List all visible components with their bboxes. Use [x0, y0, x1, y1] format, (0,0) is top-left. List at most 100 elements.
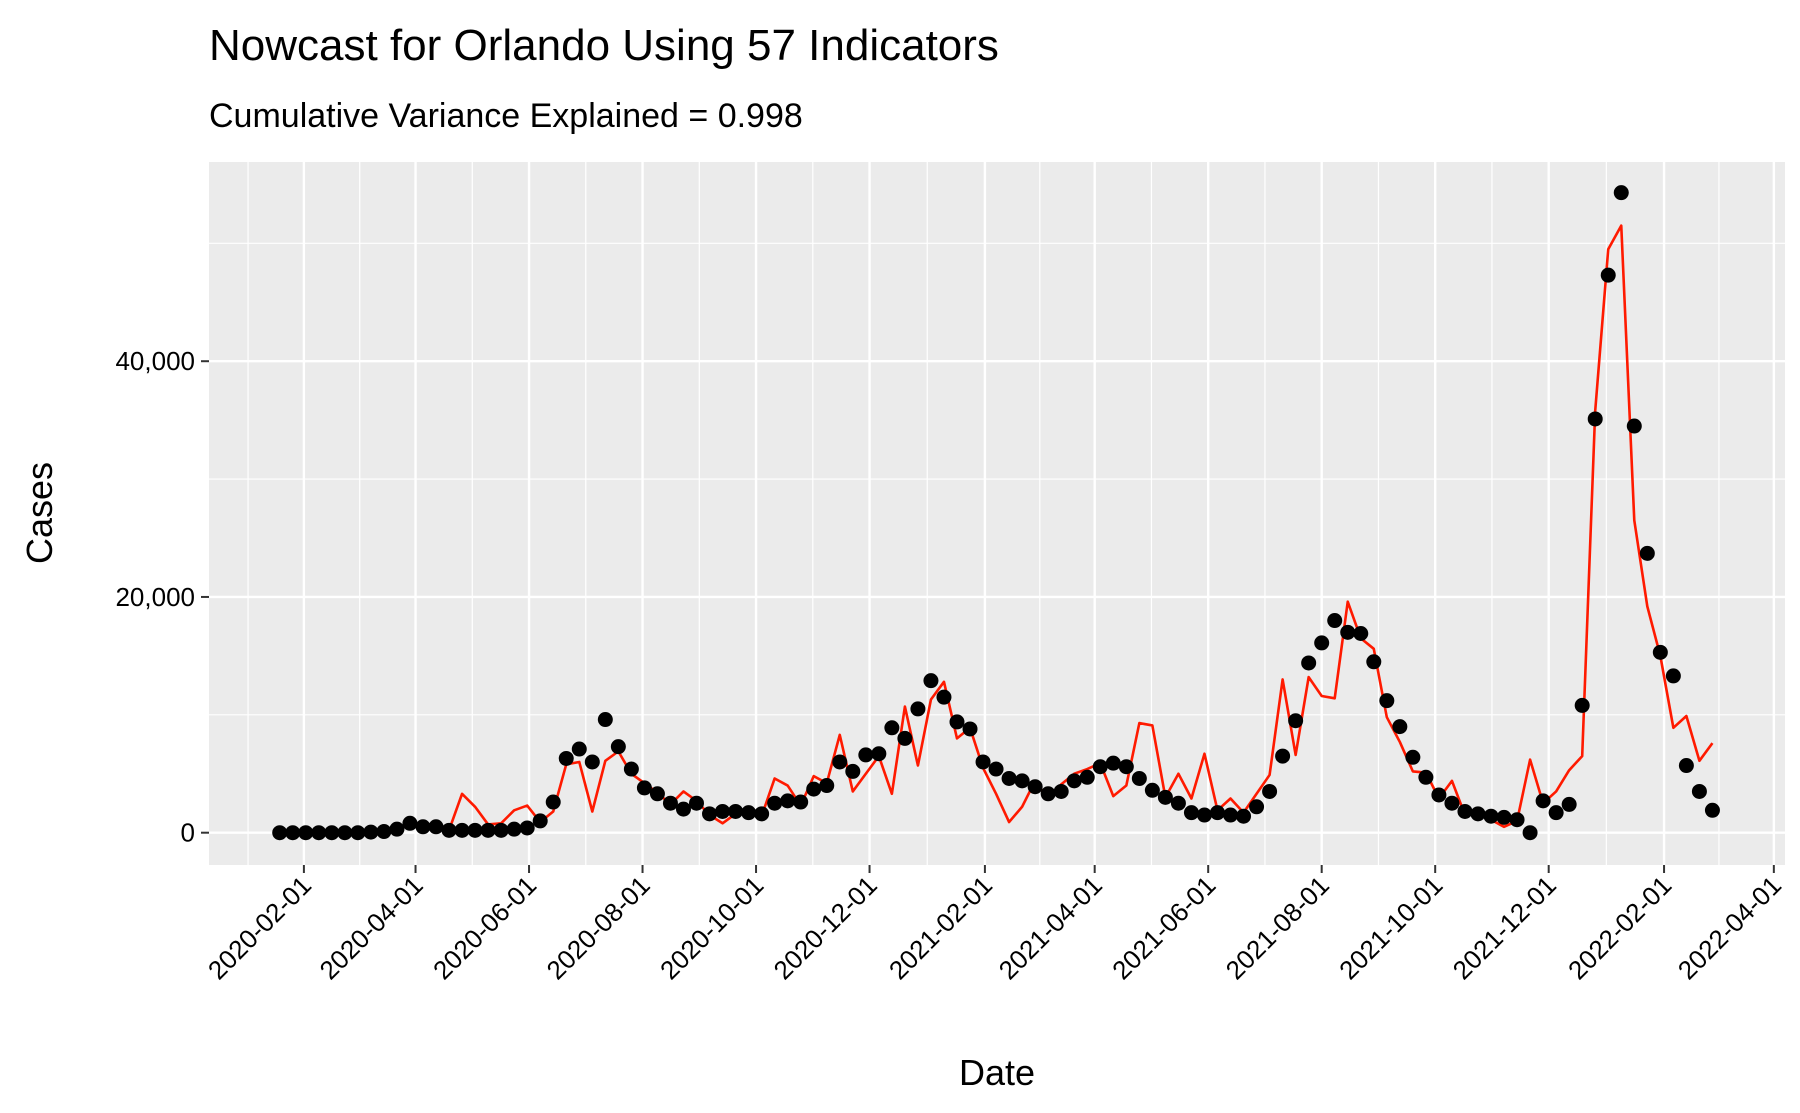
data-point: [1652, 644, 1668, 660]
data-point: [871, 746, 887, 762]
data-point: [1704, 802, 1720, 818]
data-point: [1587, 411, 1603, 427]
data-point: [1353, 625, 1369, 641]
y-axis-label: Cases: [19, 462, 60, 564]
data-point: [1236, 808, 1252, 824]
data-point: [571, 741, 587, 757]
data-point: [1053, 783, 1069, 799]
data-point: [428, 819, 444, 835]
data-point: [298, 825, 314, 841]
data-point: [1183, 805, 1199, 821]
data-point: [584, 754, 600, 770]
data-point: [636, 780, 652, 796]
data-point: [610, 739, 626, 755]
data-point: [988, 761, 1004, 777]
data-point: [558, 750, 574, 766]
data-point: [884, 720, 900, 736]
data-point: [1379, 693, 1395, 709]
data-point: [532, 813, 548, 829]
data-point: [337, 825, 353, 841]
chart-title: Nowcast for Orlando Using 57 Indicators: [209, 21, 999, 70]
plot-panel: [209, 162, 1785, 865]
data-point: [1209, 805, 1225, 821]
data-point: [897, 730, 913, 746]
data-point: [623, 761, 639, 777]
data-point: [324, 825, 340, 841]
y-tick-label: 0: [181, 818, 195, 848]
data-point: [1613, 185, 1629, 201]
data-point: [858, 747, 874, 763]
data-point: [715, 803, 731, 819]
data-point: [1301, 655, 1317, 671]
x-axis-label: Date: [959, 1052, 1035, 1093]
data-point: [1079, 769, 1095, 785]
data-point: [1288, 713, 1304, 729]
data-point: [1678, 758, 1694, 774]
data-point: [493, 822, 509, 838]
data-point: [1561, 796, 1577, 812]
data-point: [1548, 805, 1564, 821]
data-point: [728, 803, 744, 819]
data-point: [910, 701, 926, 717]
y-tick-label: 40,000: [115, 346, 195, 376]
data-point: [285, 825, 301, 841]
data-point: [1665, 668, 1681, 684]
data-point: [767, 795, 783, 811]
data-point: [1522, 825, 1538, 841]
chart-subtitle: Cumulative Variance Explained = 0.998: [209, 97, 803, 135]
data-point: [1418, 769, 1434, 785]
data-point: [363, 824, 379, 840]
data-point: [1340, 624, 1356, 640]
data-point: [1027, 779, 1043, 795]
data-point: [597, 712, 613, 728]
data-point: [467, 822, 483, 838]
data-point: [272, 825, 288, 841]
data-point: [845, 763, 861, 779]
data-point: [415, 819, 431, 835]
data-point: [506, 821, 522, 837]
data-point: [389, 821, 405, 837]
data-point: [1223, 807, 1239, 823]
data-point: [1405, 749, 1421, 765]
data-point: [545, 794, 561, 810]
data-point: [1170, 795, 1186, 811]
data-point: [1275, 748, 1291, 764]
data-point: [975, 754, 991, 770]
data-point: [1509, 812, 1525, 828]
data-point: [1157, 789, 1173, 805]
data-point: [832, 754, 848, 770]
data-point: [1483, 808, 1499, 824]
data-point: [1600, 267, 1616, 283]
data-point: [702, 806, 718, 822]
data-point: [780, 793, 796, 809]
data-point: [350, 825, 366, 841]
data-point: [1066, 773, 1082, 789]
data-point: [675, 801, 691, 817]
data-point: [1014, 773, 1030, 789]
data-point: [1314, 635, 1330, 651]
data-point: [1262, 783, 1278, 799]
data-point: [936, 689, 952, 705]
data-point: [1626, 418, 1642, 434]
data-point: [741, 805, 757, 821]
data-point: [1105, 755, 1121, 771]
data-point: [1639, 545, 1655, 561]
data-point: [819, 778, 835, 794]
data-point: [441, 822, 457, 838]
data-point: [923, 673, 939, 689]
data-point: [1001, 770, 1017, 786]
data-point: [1496, 809, 1512, 825]
data-point: [402, 815, 418, 831]
data-point: [1574, 697, 1590, 713]
data-point: [962, 721, 978, 737]
data-point: [1366, 654, 1382, 670]
data-point: [1535, 793, 1551, 809]
data-point: [1196, 807, 1212, 823]
data-point: [806, 781, 822, 797]
data-point: [311, 825, 327, 841]
data-point: [519, 820, 535, 836]
data-point: [793, 794, 809, 810]
y-tick-label: 20,000: [115, 582, 195, 612]
data-point: [1691, 783, 1707, 799]
data-point: [480, 822, 496, 838]
